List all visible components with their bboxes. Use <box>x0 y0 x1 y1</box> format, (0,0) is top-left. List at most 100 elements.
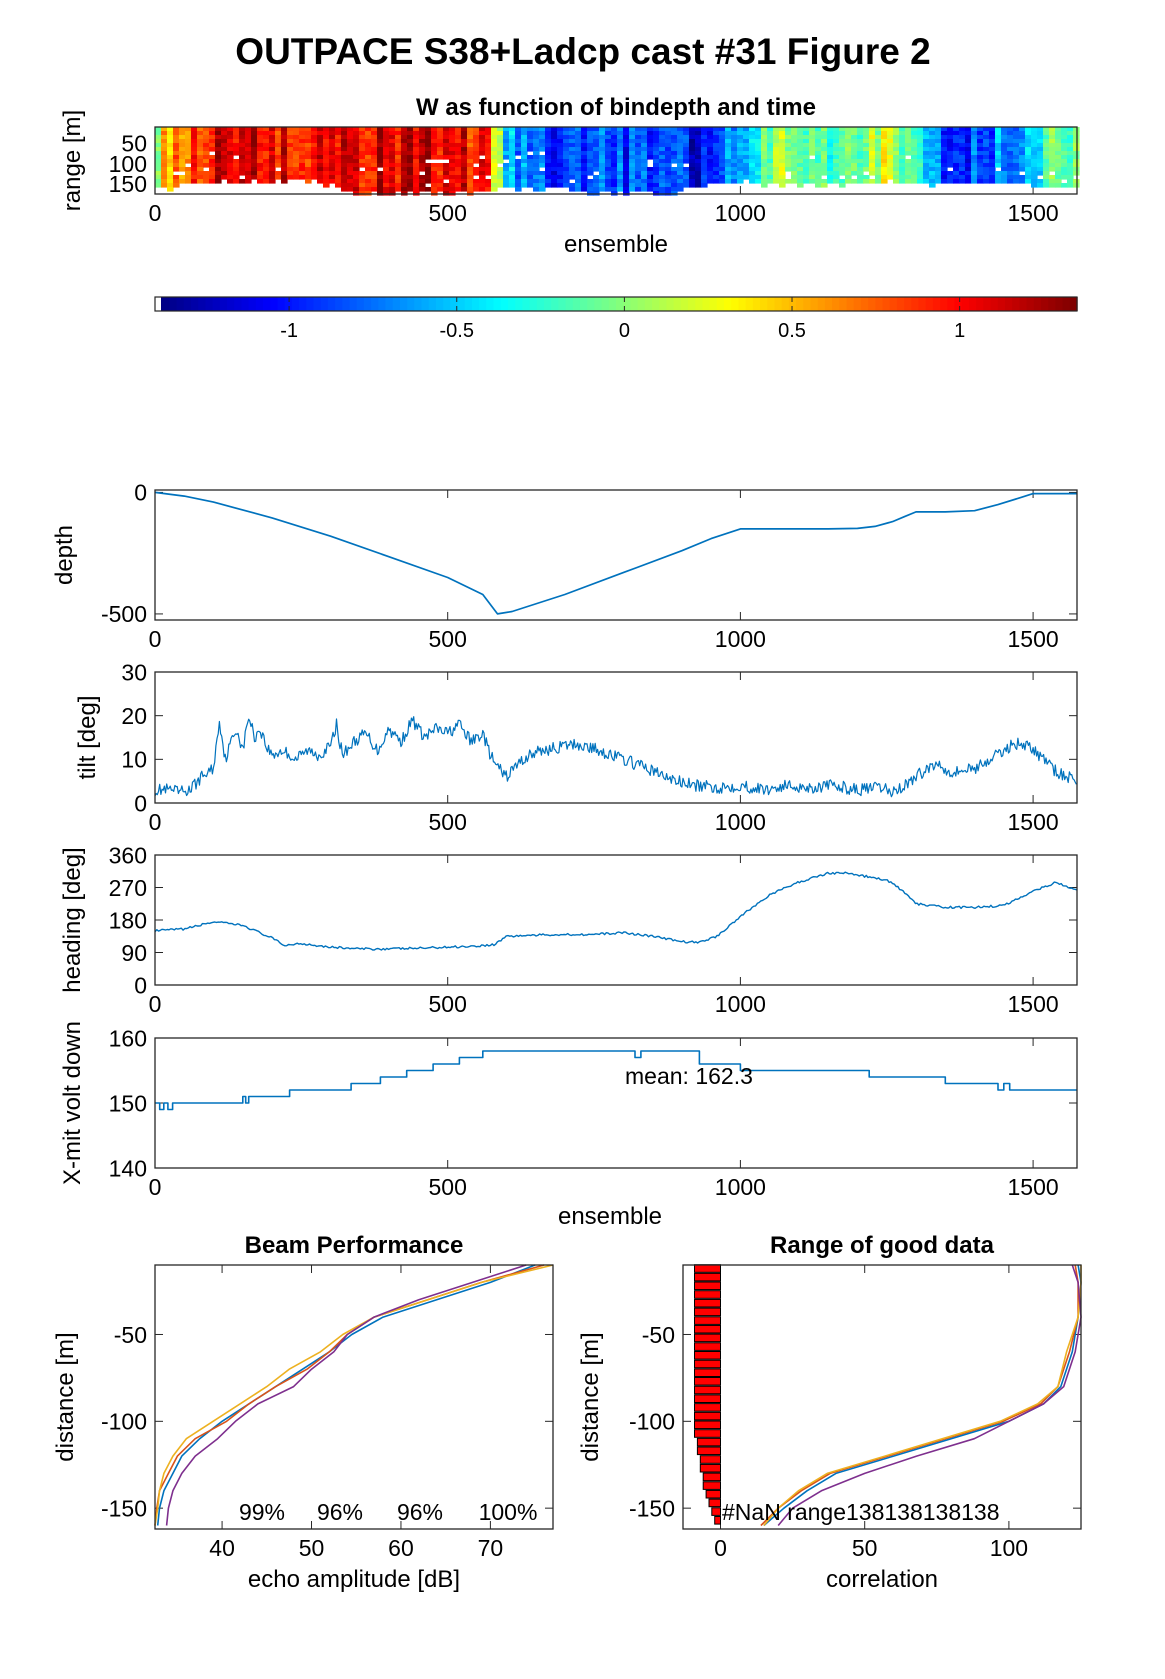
w-cell <box>689 175 696 180</box>
w-cell <box>803 167 810 172</box>
w-cell <box>779 175 786 180</box>
w-cell <box>701 135 708 140</box>
w-cell <box>917 163 924 168</box>
w-cell <box>665 135 672 140</box>
w-cell <box>347 175 354 180</box>
w-cell <box>401 135 408 140</box>
w-cell <box>293 163 300 168</box>
w-cell <box>515 163 522 168</box>
x-tick-label: 500 <box>429 1174 467 1200</box>
w-cell <box>737 139 744 144</box>
w-cell <box>377 135 384 140</box>
w-cell <box>785 131 792 136</box>
w-cell <box>659 143 666 148</box>
w-cell <box>917 127 924 132</box>
w-cell <box>437 139 444 144</box>
w-cell <box>1043 179 1050 184</box>
w-cell <box>695 151 702 156</box>
nan-range-bar <box>694 1394 721 1404</box>
w-cell <box>899 127 906 132</box>
colorbar-swatch <box>428 297 437 311</box>
w-cell <box>227 167 234 172</box>
w-cell <box>197 155 204 160</box>
w-cell <box>221 155 228 160</box>
w-cell <box>335 155 342 160</box>
w-cell <box>167 175 174 180</box>
w-cell <box>899 159 906 164</box>
colorbar-swatch <box>486 297 495 311</box>
w-cell <box>749 151 756 156</box>
w-cell <box>767 151 774 156</box>
w-cell <box>401 167 408 172</box>
w-cell <box>383 147 390 152</box>
w-cell <box>701 163 708 168</box>
w-cell <box>1013 163 1020 168</box>
w-cell <box>1067 183 1074 188</box>
w-cell <box>245 155 252 160</box>
w-cell <box>965 139 972 144</box>
w-cell <box>185 179 192 184</box>
colorbar-swatch <box>630 297 639 311</box>
y-tick-label: -100 <box>101 1409 147 1435</box>
w-cell <box>953 163 960 168</box>
x-tick-label: 0 <box>149 1174 162 1200</box>
w-cell <box>269 159 276 164</box>
w-cell <box>221 163 228 168</box>
w-cell <box>497 159 504 164</box>
w-cell <box>179 139 186 144</box>
w-cell <box>911 143 918 148</box>
w-cell <box>857 151 864 156</box>
w-cell <box>1019 151 1026 156</box>
w-cell <box>635 183 642 188</box>
w-cell <box>1061 163 1068 168</box>
w-cell <box>593 147 600 152</box>
w-cell <box>569 159 576 164</box>
w-cell <box>359 159 366 164</box>
w-cell <box>1019 159 1026 164</box>
w-cell <box>431 187 438 192</box>
w-cell <box>245 171 252 176</box>
w-cell <box>605 139 612 144</box>
w-cell <box>227 155 234 160</box>
w-cell <box>593 159 600 164</box>
w-cell <box>629 163 636 168</box>
w-cell <box>371 139 378 144</box>
w-cell <box>953 147 960 152</box>
w-cell <box>1055 179 1062 184</box>
w-cell <box>563 159 570 164</box>
w-cell <box>911 147 918 152</box>
colorbar-swatch <box>536 297 545 311</box>
w-cell <box>917 179 924 184</box>
w-cell <box>533 139 540 144</box>
w-cell <box>341 175 348 180</box>
w-cell <box>269 147 276 152</box>
w-cell <box>419 135 426 140</box>
w-cell <box>701 159 708 164</box>
w-cell <box>917 171 924 176</box>
w-cell <box>989 147 996 152</box>
w-cell <box>335 139 342 144</box>
y-axis-label: depth <box>51 525 78 585</box>
w-cell <box>269 179 276 184</box>
w-cell <box>629 187 636 192</box>
w-cell <box>191 147 198 152</box>
w-cell <box>677 135 684 140</box>
w-cell <box>707 175 714 180</box>
w-cell <box>275 151 282 156</box>
w-cell <box>569 175 576 180</box>
w-cell <box>581 139 588 144</box>
w-cell <box>641 159 648 164</box>
w-cell <box>827 139 834 144</box>
w-cell <box>449 163 456 168</box>
w-cell <box>629 135 636 140</box>
w-cell <box>203 131 210 136</box>
w-cell <box>719 127 726 132</box>
w-cell <box>731 155 738 160</box>
w-cell <box>239 143 246 148</box>
w-cell <box>977 135 984 140</box>
w-cell <box>635 167 642 172</box>
w-cell <box>221 143 228 148</box>
w-cell <box>707 143 714 148</box>
w-cell <box>809 147 816 152</box>
w-cell <box>1061 131 1068 136</box>
